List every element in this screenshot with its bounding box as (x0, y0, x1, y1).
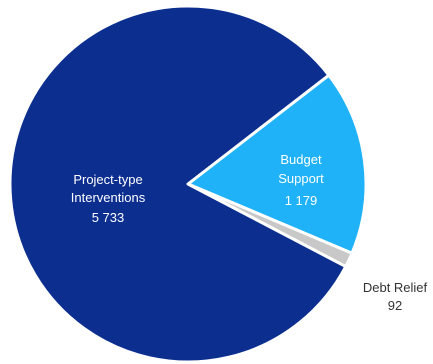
slice-project-type-interventions (8, 4, 348, 364)
label-project-type-interventions: Project-type Interventions 5 733 (71, 172, 146, 225)
slice-label-budget-line1: Budget (280, 152, 322, 167)
label-debt-relief: Debt Relief 92 (363, 280, 428, 313)
slice-value-debt: 92 (388, 298, 402, 313)
slice-label-project-line2: Interventions (71, 190, 146, 205)
slice-value-budget: 1 179 (285, 193, 318, 208)
slice-budget-support (186, 73, 368, 255)
label-budget-support: Budget Support 1 179 (278, 152, 324, 208)
slice-label-project-line1: Project-type (73, 172, 142, 187)
slice-label-debt: Debt Relief (363, 280, 428, 295)
slice-label-budget-line2: Support (278, 171, 324, 186)
slice-value-project: 5 733 (92, 210, 125, 225)
